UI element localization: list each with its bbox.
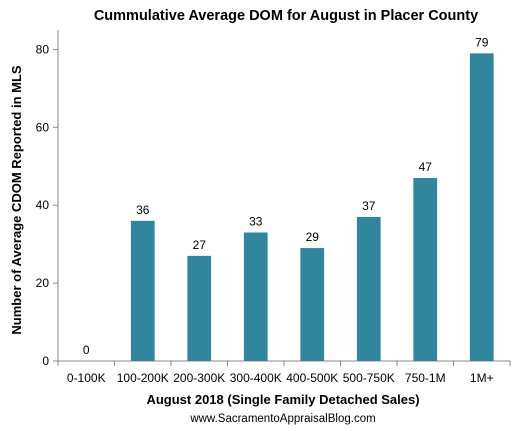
data-label: 0 [83, 343, 90, 357]
data-label: 37 [362, 199, 376, 213]
data-label: 29 [306, 230, 320, 244]
x-tick-label: 750-1M [405, 371, 446, 385]
x-tick-labels: 0-100K 100-200K 200-300K 300-400K 400-500K 50… [67, 371, 494, 385]
x-tick-label: 100-200K [117, 371, 169, 385]
y-tick-label: 80 [36, 42, 50, 56]
x-tick-label: 400-500K [286, 371, 338, 385]
footer-url: www.SacramentoAppraisalBlog.com [189, 413, 375, 425]
bar [187, 255, 212, 361]
y-axis-label-group: Number of Average CDOM Reported in MLS [9, 65, 24, 335]
chart-title: Cummulative Average DOM for August in Pl… [94, 8, 478, 24]
data-labels: 0 36 27 33 29 37 47 79 [83, 35, 489, 357]
x-tick-label: 1M+ [470, 371, 494, 385]
bar [413, 177, 438, 361]
x-tick-label: 200-300K [173, 371, 225, 385]
y-tick-label: 40 [36, 198, 50, 212]
bars [130, 53, 494, 361]
data-label: 27 [193, 238, 207, 252]
bar [130, 220, 155, 361]
data-label: 33 [249, 214, 263, 228]
x-tick-label: 500-750K [343, 371, 395, 385]
y-tick-label: 60 [36, 120, 50, 134]
bar [243, 232, 268, 361]
bar [300, 248, 325, 361]
y-tick-label: 20 [36, 276, 50, 290]
x-tick-label: 0-100K [67, 371, 106, 385]
y-tick-label: 0 [42, 354, 49, 368]
x-axis-label: August 2018 (Single Family Detached Sale… [146, 392, 419, 407]
data-label: 79 [475, 35, 489, 49]
x-tick-label: 300-400K [230, 371, 282, 385]
axes [53, 30, 511, 366]
y-tick-labels: 0 20 40 60 80 [36, 42, 50, 368]
data-label: 36 [136, 203, 150, 217]
y-axis-label: Number of Average CDOM Reported in MLS [9, 65, 24, 335]
bar [356, 216, 381, 361]
bar [469, 53, 494, 361]
data-label: 47 [419, 160, 433, 174]
